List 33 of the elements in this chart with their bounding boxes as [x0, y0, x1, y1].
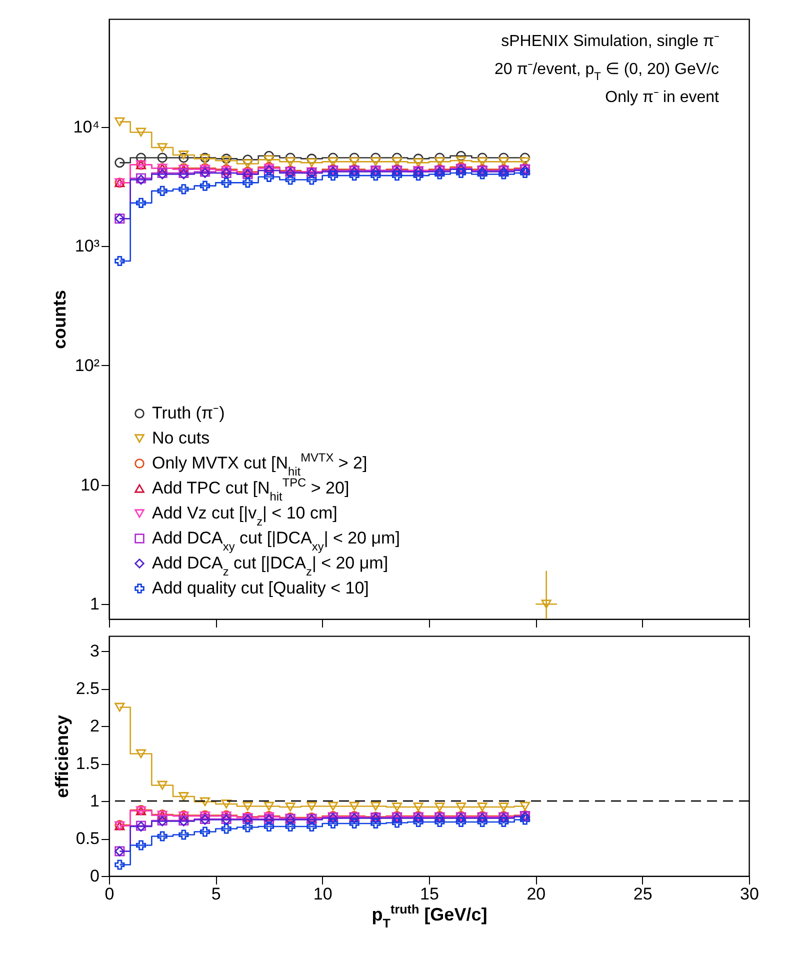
- x-tick-label: 20: [526, 884, 546, 904]
- y-tick-label: 3: [90, 642, 100, 660]
- y-tick-label: 10: [80, 475, 100, 494]
- legend-label: No cuts: [152, 428, 210, 448]
- y-tick-label: 1: [90, 792, 100, 810]
- y-tick-label: 2: [90, 716, 100, 736]
- annotation: 20 π⁻/event, p$_{T}$ ∈ (0, 20) GeV/c: [494, 61, 719, 83]
- x-tick-label: 15: [420, 884, 439, 904]
- legend-label: Truth (π⁻): [152, 404, 225, 422]
- annotation: Only π⁻ in event: [605, 89, 720, 106]
- legend-label: Add TPC cut [N$_{hit}$$^{TPC}$ > 20]: [152, 476, 350, 504]
- y-axis-title: counts: [49, 290, 70, 350]
- y-tick-label: 1.5: [76, 754, 100, 773]
- y-tick-label: 0.5: [76, 829, 100, 848]
- x-tick-label: 30: [740, 884, 759, 904]
- legend-label: Add Vz cut [|v$_{z}$| < 10 cm]: [152, 504, 338, 528]
- x-tick-label: 0: [104, 884, 114, 904]
- legend-label: Add DCA$_{xy}$ cut [|DCA$_{xy}$| < 20 μm]: [152, 528, 400, 554]
- x-axis-title: p$_{T}$$^{truth}$ [GeV/c]: [372, 902, 488, 930]
- x-tick-label: 10: [313, 884, 332, 904]
- y-tick-label: 0: [90, 866, 100, 886]
- y-tick-label: 2.5: [76, 679, 100, 698]
- x-tick-label: 25: [633, 884, 652, 904]
- y-tick-label: 10³: [74, 236, 100, 256]
- y-tick-label: 10⁴: [73, 117, 100, 136]
- y-tick-label: 10²: [74, 356, 100, 375]
- x-tick-label: 5: [211, 884, 221, 904]
- legend-label: Add quality cut [Quality < 10]: [152, 578, 369, 598]
- legend-label: Add DCA$_{z}$ cut [|DCA$_{z}$| < 20 μm]: [152, 554, 388, 578]
- y-axis-title: efficiency: [52, 714, 72, 798]
- annotation: sPHENIX Simulation, single π⁻: [501, 33, 719, 50]
- y-tick-label: 1: [90, 594, 100, 614]
- legend-label: Only MVTX cut [N$_{hit}$$^{MVTX}$ > 2]: [152, 450, 368, 478]
